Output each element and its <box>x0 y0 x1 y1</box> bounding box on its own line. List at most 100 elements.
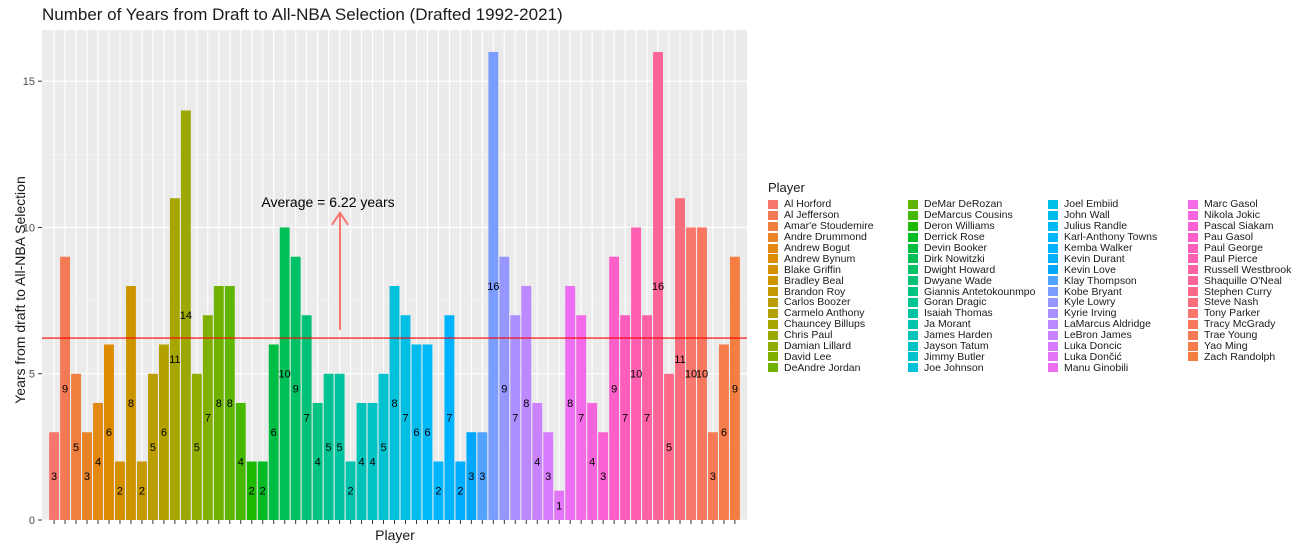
bar <box>565 285 576 520</box>
bar <box>136 461 147 520</box>
bar-value-label: 7 <box>446 413 452 425</box>
legend-label: Brandon Roy <box>784 285 846 298</box>
legend-column: DeMar DeRozan DeMarcus Cousins Deron Willi… <box>908 198 1048 374</box>
bar <box>543 432 554 520</box>
legend-columns: Al Horford Al Jefferson Amar'e Stoudemire A… <box>768 198 1300 374</box>
legend-swatch <box>1048 276 1058 286</box>
legend-label: Marc Gasol <box>1204 198 1258 211</box>
legend-label: Deron Williams <box>924 220 995 233</box>
bar-value-label: 8 <box>216 398 222 410</box>
bar-value-label: 4 <box>534 456 540 468</box>
legend-label: Stephen Curry <box>1204 285 1272 298</box>
legend-swatch <box>908 330 918 340</box>
legend-swatch <box>768 254 778 264</box>
bar <box>191 373 202 520</box>
bar-value-label: 16 <box>652 281 664 293</box>
legend-label: Al Horford <box>784 198 832 211</box>
legend-swatch <box>768 297 778 307</box>
legend-swatch <box>768 341 778 351</box>
legend-item: DeMar DeRozan <box>908 198 1048 210</box>
bar <box>367 402 378 520</box>
bar <box>455 461 466 520</box>
legend-item: Marc Gasol <box>1188 198 1300 211</box>
legend-swatch <box>1048 221 1058 231</box>
bar <box>664 373 674 520</box>
legend-label: John Wall <box>1064 209 1110 222</box>
legend-swatch <box>1048 254 1058 264</box>
legend-item: Nikola Jokic <box>1188 209 1300 221</box>
bar-value-label: 1 <box>556 500 562 512</box>
legend-swatch <box>908 319 918 329</box>
legend-swatch <box>908 265 918 275</box>
legend-swatch <box>768 210 778 220</box>
legend-item: Kyrie Irving <box>1048 307 1188 319</box>
bar <box>169 198 180 520</box>
legend-item: Brandon Roy <box>768 285 908 298</box>
legend-item: Luka Doncic <box>1048 340 1188 352</box>
legend-label: Chauncey Billups <box>784 318 866 331</box>
legend-item: Kevin Love <box>1048 264 1188 276</box>
legend-swatch <box>1188 221 1198 231</box>
bar-value-label: 3 <box>468 471 474 483</box>
legend-label: Luka Dončić <box>1064 350 1122 363</box>
legend-swatch <box>1048 199 1058 209</box>
legend-label: Steve Nash <box>1204 296 1259 309</box>
bar <box>609 256 620 520</box>
legend-item: Damian Lillard <box>768 340 908 352</box>
bar <box>718 344 729 520</box>
bar-value-label: 7 <box>578 413 584 425</box>
bar <box>147 373 158 520</box>
bar <box>422 344 433 520</box>
legend-label: Andre Drummond <box>784 231 867 244</box>
bar <box>202 315 213 520</box>
bar <box>697 227 707 520</box>
bar <box>235 402 246 520</box>
legend-item: Shaquille O'Neal <box>1188 275 1300 287</box>
bar-value-label: 7 <box>304 413 310 425</box>
legend-item: Blake Griffin <box>768 264 908 276</box>
legend-swatch <box>908 287 918 297</box>
legend-item: Goran Dragic <box>908 296 1048 308</box>
bar <box>345 461 356 520</box>
legend-item: DeMarcus Cousins <box>908 209 1048 221</box>
legend-label: Klay Thompson <box>1064 274 1137 287</box>
legend-swatch <box>1048 363 1058 373</box>
legend-item: Jimmy Butler <box>908 350 1048 363</box>
bar <box>290 256 301 520</box>
legend-label: Kyle Lowry <box>1064 296 1116 309</box>
legend-label: Jimmy Butler <box>924 350 985 363</box>
legend-item: Yao Ming <box>1188 340 1300 352</box>
bar-value-label: 2 <box>139 486 145 498</box>
legend-item: Luka Dončić <box>1048 350 1188 363</box>
legend-label: DeAndre Jordan <box>784 361 861 374</box>
legend-label: Derrick Rose <box>924 231 985 244</box>
legend-swatch <box>1048 308 1058 318</box>
legend-item: Julius Randle <box>1048 220 1188 232</box>
legend-swatch <box>768 363 778 373</box>
bar-value-label: 6 <box>161 427 167 439</box>
legend-item: Chris Paul <box>768 329 908 342</box>
bar-value-label: 10 <box>279 369 291 381</box>
bar-value-label: 8 <box>523 398 529 410</box>
legend-item: Ja Morant <box>908 318 1048 330</box>
y-tick-label: 10 <box>23 222 35 234</box>
legend-item: Paul Pierce <box>1188 253 1300 265</box>
bar <box>477 432 488 520</box>
legend-column: Joel Embiid John Wall Julius Randle Karl-An… <box>1048 198 1188 374</box>
bar-value-label: 2 <box>435 486 441 498</box>
bar-value-label: 16 <box>487 281 499 293</box>
legend-label: Chris Paul <box>784 329 833 342</box>
legend-label: James Harden <box>924 329 993 342</box>
legend-column: Marc Gasol Nikola Jokic Pascal Siakam Pau G… <box>1188 198 1300 373</box>
legend-swatch <box>1048 232 1058 242</box>
bar-value-label: 5 <box>73 442 79 454</box>
legend-label: Manu Ginobili <box>1064 361 1129 374</box>
bar-value-label: 2 <box>457 486 463 498</box>
legend-swatch <box>908 221 918 231</box>
bar-value-label: 9 <box>62 383 68 395</box>
bar <box>126 285 136 520</box>
bar-value-label: 4 <box>238 456 244 468</box>
bar-value-label: 8 <box>391 398 397 410</box>
legend-title: Player <box>768 180 805 195</box>
